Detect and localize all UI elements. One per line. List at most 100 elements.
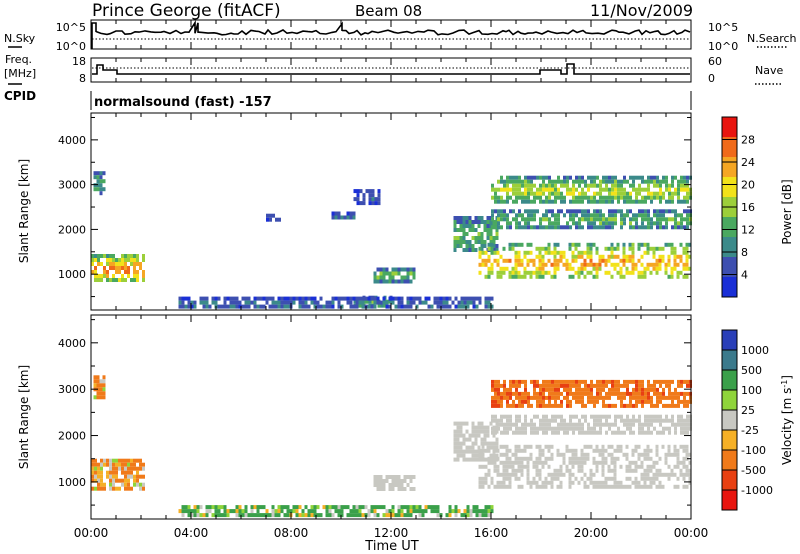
heatmap-cell: [559, 464, 563, 469]
heatmap-cell: [572, 179, 575, 184]
heatmap-cell: [674, 187, 677, 192]
heatmap-cell: [99, 183, 103, 188]
heatmap-cell: [548, 199, 551, 204]
heatmap-cell: [617, 179, 620, 184]
heatmap-cell: [590, 383, 593, 388]
heatmap-cell: [529, 456, 533, 461]
heatmap-cell: [500, 199, 503, 204]
heatmap-cell: [109, 474, 112, 479]
heatmap-cell: [670, 250, 674, 255]
heatmap-cell: [626, 383, 629, 388]
heatmap-cell: [539, 217, 542, 222]
heatmap-cell: [572, 414, 575, 419]
heatmap-cell: [619, 444, 623, 449]
heatmap-cell: [93, 175, 97, 180]
heatmap-cell: [518, 426, 521, 431]
heatmap-cell: [557, 395, 560, 400]
heatmap-cell: [578, 179, 581, 184]
heatmap-cell: [187, 509, 191, 514]
heatmap-cell: [379, 279, 383, 284]
heatmap-cell: [542, 213, 545, 218]
heatmap-cell: [109, 466, 112, 471]
heatmap-cell: [524, 191, 527, 196]
heatmap-cell: [608, 187, 611, 192]
heatmap-cell: [548, 426, 551, 431]
heatmap-cell: [500, 399, 503, 404]
colorbar-segment: [722, 157, 737, 178]
heatmap-cell: [371, 193, 375, 198]
heatmap-cell: [514, 468, 518, 473]
heatmap-cell: [490, 476, 494, 481]
heatmap-cell: [542, 426, 545, 431]
heatmap-cell: [400, 505, 404, 510]
heatmap-cell: [102, 387, 106, 392]
heatmap-cell: [412, 296, 416, 301]
heatmap-cell: [124, 478, 127, 483]
heatmap-cell: [668, 183, 671, 188]
heatmap-cell: [94, 254, 97, 258]
heatmap-cell: [494, 379, 497, 384]
heatmap-cell: [427, 296, 431, 301]
heatmap-cell: [625, 254, 629, 259]
heatmap-cell: [631, 468, 635, 473]
heatmap-cell: [456, 236, 460, 240]
heatmap-cell: [653, 221, 656, 226]
heatmap-cell: [655, 448, 659, 453]
heatmap-cell: [468, 224, 472, 228]
heatmap-cell: [235, 300, 239, 305]
heatmap-cell: [358, 300, 362, 305]
heatmap-cell: [575, 395, 578, 400]
heatmap-cell: [361, 304, 365, 309]
heatmap-cell: [677, 213, 680, 218]
heatmap-cell: [641, 187, 644, 192]
heatmap-cell: [599, 426, 602, 431]
heatmap-cell: [100, 254, 103, 258]
heatmap-cell: [686, 221, 689, 226]
heatmap-cell: [253, 300, 257, 305]
heatmap-cell: [112, 470, 115, 475]
heatmap-cell: [541, 262, 545, 267]
heatmap-cell: [109, 262, 112, 266]
heatmap-cell: [367, 513, 371, 518]
heatmap-cell: [554, 391, 557, 396]
heatmap-cell: [539, 387, 542, 392]
heatmap-cell: [484, 300, 488, 305]
heatmap-cell: [619, 274, 623, 279]
heatmap-cell: [638, 399, 641, 404]
heatmap-cell: [553, 476, 557, 481]
heatmap-cell: [130, 474, 133, 479]
time-tick-label: 16:00: [474, 526, 509, 540]
heatmap-cell: [553, 274, 557, 279]
heatmap-cell: [659, 430, 662, 435]
heatmap-cell: [620, 209, 623, 214]
heatmap-cell: [512, 430, 515, 435]
heatmap-cell: [556, 266, 560, 271]
heatmap-cell: [649, 468, 653, 473]
heatmap-cell: [641, 213, 644, 218]
heatmap-cell: [480, 437, 484, 442]
heatmap-cell: [629, 399, 632, 404]
heatmap-cell: [550, 452, 554, 457]
heatmap-cell: [686, 430, 689, 435]
heatmap-cell: [530, 179, 533, 184]
heatmap-cell: [587, 399, 590, 404]
heatmap-cell: [593, 225, 596, 230]
heatmap-cell: [453, 216, 457, 220]
heatmap-cell: [532, 480, 536, 485]
heatmap-cell: [376, 300, 380, 305]
heatmap-cell: [492, 453, 496, 458]
heatmap-cell: [370, 509, 374, 514]
heatmap-cell: [515, 191, 518, 196]
heatmap-cell: [647, 379, 650, 384]
heatmap-cell: [650, 195, 653, 200]
heatmap-cell: [551, 426, 554, 431]
heatmap-cell: [569, 418, 572, 423]
heatmap-cell: [385, 475, 389, 479]
heatmap-cell: [677, 422, 680, 427]
heatmap-cell: [487, 472, 491, 477]
heatmap-cell: [626, 179, 629, 184]
heatmap-cell: [602, 383, 605, 388]
heatmap-cell: [530, 175, 533, 180]
heatmap-cell: [535, 246, 539, 251]
